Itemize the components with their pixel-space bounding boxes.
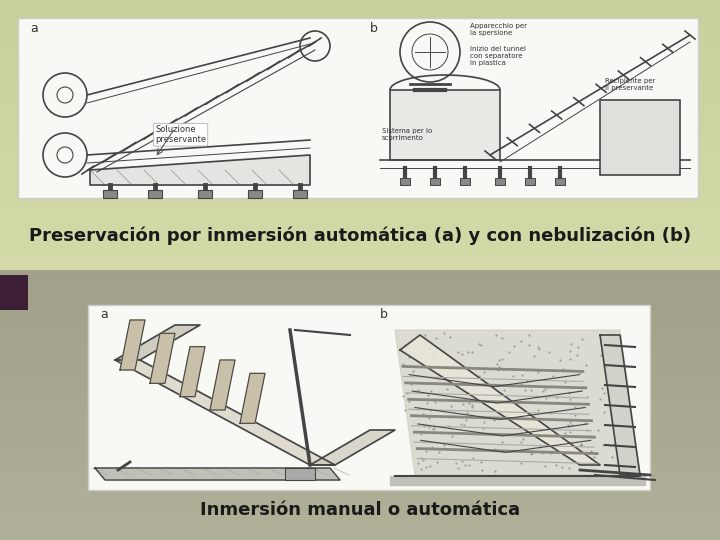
Bar [0,0,720,14]
Bar [0,297,720,310]
FancyBboxPatch shape [18,18,698,198]
Bar [0,418,720,432]
Bar [0,0,720,270]
Polygon shape [210,360,235,410]
Bar [0,162,720,176]
Polygon shape [115,325,200,360]
Bar [600,100,680,175]
Bar [0,324,720,338]
Text: Recipiente per
il preservante: Recipiente per il preservante [605,78,655,91]
Bar [0,310,720,324]
Text: Apparecchio per
la spersione: Apparecchio per la spersione [470,23,527,36]
Bar [525,178,535,185]
Bar [0,351,720,364]
Polygon shape [310,430,395,465]
Bar [248,190,262,198]
Polygon shape [400,335,600,465]
Bar [400,178,410,185]
Text: b: b [370,22,378,35]
Text: Inmersión manual o automática: Inmersión manual o automática [200,501,520,519]
Bar [285,468,315,480]
Polygon shape [240,373,265,423]
Bar [0,284,720,297]
Bar [0,486,720,500]
Bar [0,256,720,270]
Text: Preservación por inmersión automática (a) y con nebulización (b): Preservación por inmersión automática (a… [29,227,691,245]
Bar [198,190,212,198]
Bar [0,405,720,418]
Polygon shape [395,330,640,475]
Bar [0,202,720,216]
Text: a: a [100,308,108,321]
Bar [0,459,720,472]
Bar [0,526,720,540]
Bar [430,178,440,185]
Polygon shape [390,476,645,485]
Bar [0,392,720,405]
Bar [103,190,117,198]
Bar [0,216,720,229]
Polygon shape [115,360,335,465]
Polygon shape [150,333,175,383]
Text: b: b [380,308,388,321]
Bar [555,178,565,185]
Polygon shape [180,347,205,397]
Bar [0,364,720,378]
Text: Sistema per lo
scorrimento: Sistema per lo scorrimento [382,128,432,141]
Bar [0,40,720,54]
Bar [0,432,720,445]
Bar [0,14,720,27]
Bar [0,81,720,94]
Bar [0,243,720,256]
Bar [0,27,720,40]
Bar [0,500,720,513]
Bar [148,190,162,198]
Bar [0,275,28,310]
Bar [0,270,720,284]
Polygon shape [90,155,310,185]
Text: Soluzione
preservante: Soluzione preservante [155,125,206,144]
Bar [0,338,720,351]
Text: Inizio del tunnel
con separatore
in plastica: Inizio del tunnel con separatore in plas… [470,46,526,66]
Polygon shape [95,468,340,480]
Bar [495,178,505,185]
Bar [0,68,720,81]
FancyBboxPatch shape [88,305,650,490]
Bar [390,90,500,160]
Bar [0,122,720,135]
Bar [293,190,307,198]
Bar [460,178,470,185]
Bar [0,135,720,148]
Bar [0,378,720,392]
Bar [0,472,720,486]
Polygon shape [600,335,640,475]
Polygon shape [120,320,145,370]
Bar [0,230,720,243]
Text: a: a [30,22,37,35]
Bar [0,148,720,162]
Bar [0,270,720,540]
Bar [0,189,720,202]
Bar [0,446,720,459]
Bar [0,176,720,189]
Bar [0,108,720,122]
Bar [0,54,720,68]
Bar [0,513,720,526]
Bar [0,94,720,108]
